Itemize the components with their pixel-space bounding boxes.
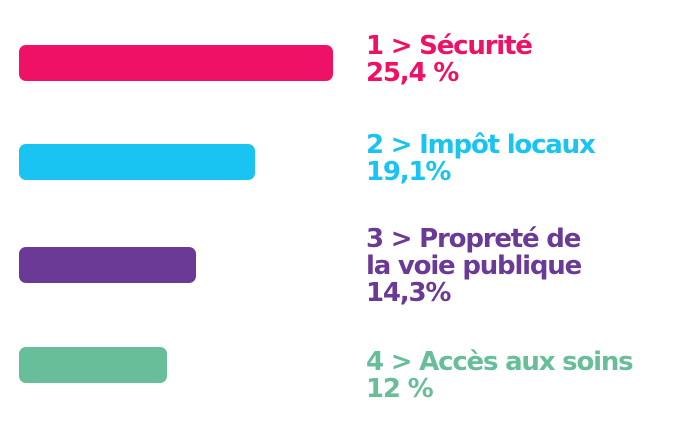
bar-label-4: 4 > Accès aux soins 12 % — [366, 347, 634, 404]
category-label: 2 > Impôt locaux — [366, 130, 596, 160]
bar-label-2: 2 > Impôt locaux 19,1% — [366, 130, 596, 187]
value-label: 12 % — [366, 374, 434, 404]
value-label: 25,4 % — [366, 58, 459, 88]
category-label: 3 > Propreté de — [366, 224, 581, 254]
category-label: la voie publique — [366, 251, 582, 281]
category-label: 1 > Sécurité — [366, 31, 533, 61]
bar-label-3: 3 > Propreté de la voie publique 14,3% — [366, 224, 582, 308]
value-label: 19,1% — [366, 157, 451, 187]
bar-4 — [19, 347, 167, 383]
bar-2 — [19, 144, 255, 180]
bar-3 — [19, 247, 196, 283]
bar-1 — [19, 45, 333, 81]
category-label: 4 > Accès aux soins — [366, 347, 634, 377]
value-label: 14,3% — [366, 278, 451, 308]
bar-label-1: 1 > Sécurité 25,4 % — [366, 31, 533, 88]
